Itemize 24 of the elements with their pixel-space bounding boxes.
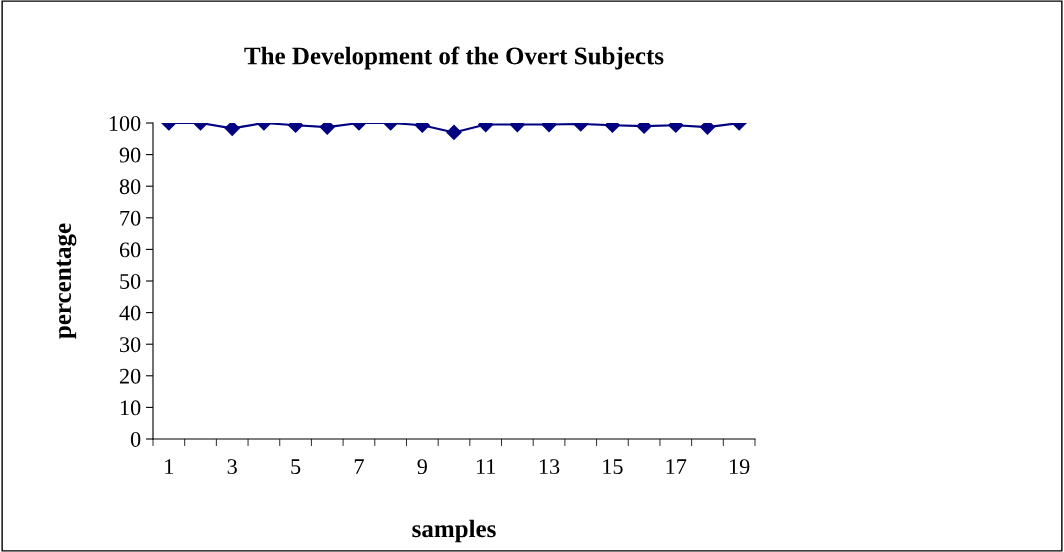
y-tick-label: 0 [130,431,141,447]
y-axis-title: percentage [56,223,77,339]
y-tick-label: 40 [119,305,141,321]
y-tick-label: 10 [120,400,141,416]
x-tick-label: 5 [291,459,301,475]
x-tick-label: 7 [354,459,364,474]
y-tick-label: 60 [119,242,141,258]
y-tick-label: 50 [120,273,141,289]
y-tick-label: 90 [119,147,141,163]
y-tick-label: 100 [109,115,141,131]
y-tick-label: 70 [120,210,141,226]
y-tick-label: 20 [119,368,141,384]
y-tick-label: 80 [119,179,141,195]
x-tick-label: 3 [227,459,237,475]
x-tick-label: 19 [730,459,750,475]
x-tick-label: 17 [666,459,687,474]
x-axis-title: samples [412,519,496,543]
chart-title: The Development of the Overt Subjects [244,46,664,70]
y-tick-label: 30 [120,337,141,353]
x-tick-label: 9 [417,459,427,475]
x-tick-label: 13 [539,459,560,475]
x-tick-label: 15 [603,459,623,475]
x-tick-label: 11 [476,459,496,474]
x-tick-label: 1 [165,459,174,474]
